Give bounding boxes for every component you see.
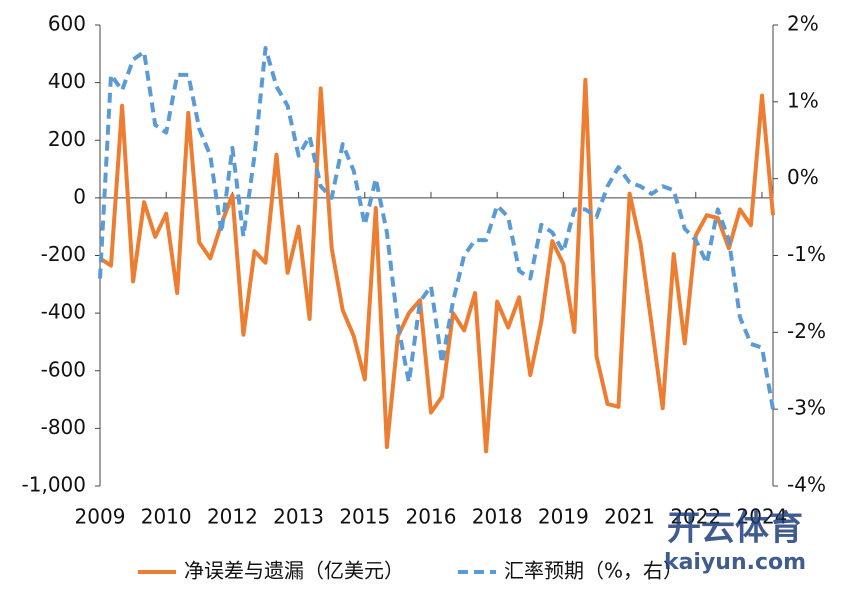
y2-tick-label: 2% bbox=[787, 12, 819, 36]
y-tick-label: -400 bbox=[41, 300, 86, 324]
y2-tick-label: -2% bbox=[787, 319, 826, 343]
x-tick-label: 2021 bbox=[604, 505, 655, 529]
x-tick-label: 2015 bbox=[339, 505, 390, 529]
x-tick-label: 2012 bbox=[207, 505, 258, 529]
x-tick-label: 2022 bbox=[670, 505, 721, 529]
y-tick-label: 600 bbox=[48, 12, 86, 36]
legend-label: 净误差与遗漏（亿美元） bbox=[184, 559, 404, 583]
y2-tick-label: 1% bbox=[787, 88, 819, 112]
y-tick-label: 400 bbox=[48, 69, 86, 93]
series-line bbox=[98, 77, 775, 454]
x-tick-label: 2013 bbox=[273, 505, 324, 529]
y2-tick-label: -4% bbox=[787, 473, 826, 497]
legend-label: 汇率预期（%，右） bbox=[504, 559, 683, 583]
y2-tick-label: -1% bbox=[787, 242, 826, 266]
series-line bbox=[98, 46, 775, 410]
x-tick-label: 2009 bbox=[75, 505, 126, 529]
x-tick-label: 2024 bbox=[737, 505, 788, 529]
y-tick-label: -600 bbox=[41, 357, 86, 381]
x-tick-label: 2016 bbox=[406, 505, 457, 529]
watermark-url: kaiyun.com bbox=[664, 550, 806, 575]
y2-tick-label: 0% bbox=[787, 165, 819, 189]
y2-tick-label: -3% bbox=[787, 396, 826, 420]
x-tick-label: 2019 bbox=[538, 505, 589, 529]
y-tick-label: -800 bbox=[41, 415, 86, 439]
y-tick-label: 0 bbox=[73, 184, 86, 208]
y-tick-label: -1,000 bbox=[22, 473, 86, 497]
x-tick-label: 2018 bbox=[472, 505, 523, 529]
x-tick-label: 2010 bbox=[141, 505, 192, 529]
y-tick-label: -200 bbox=[41, 242, 86, 266]
watermark-brand: 开云体育 bbox=[667, 509, 803, 549]
y-tick-label: 200 bbox=[48, 127, 86, 151]
